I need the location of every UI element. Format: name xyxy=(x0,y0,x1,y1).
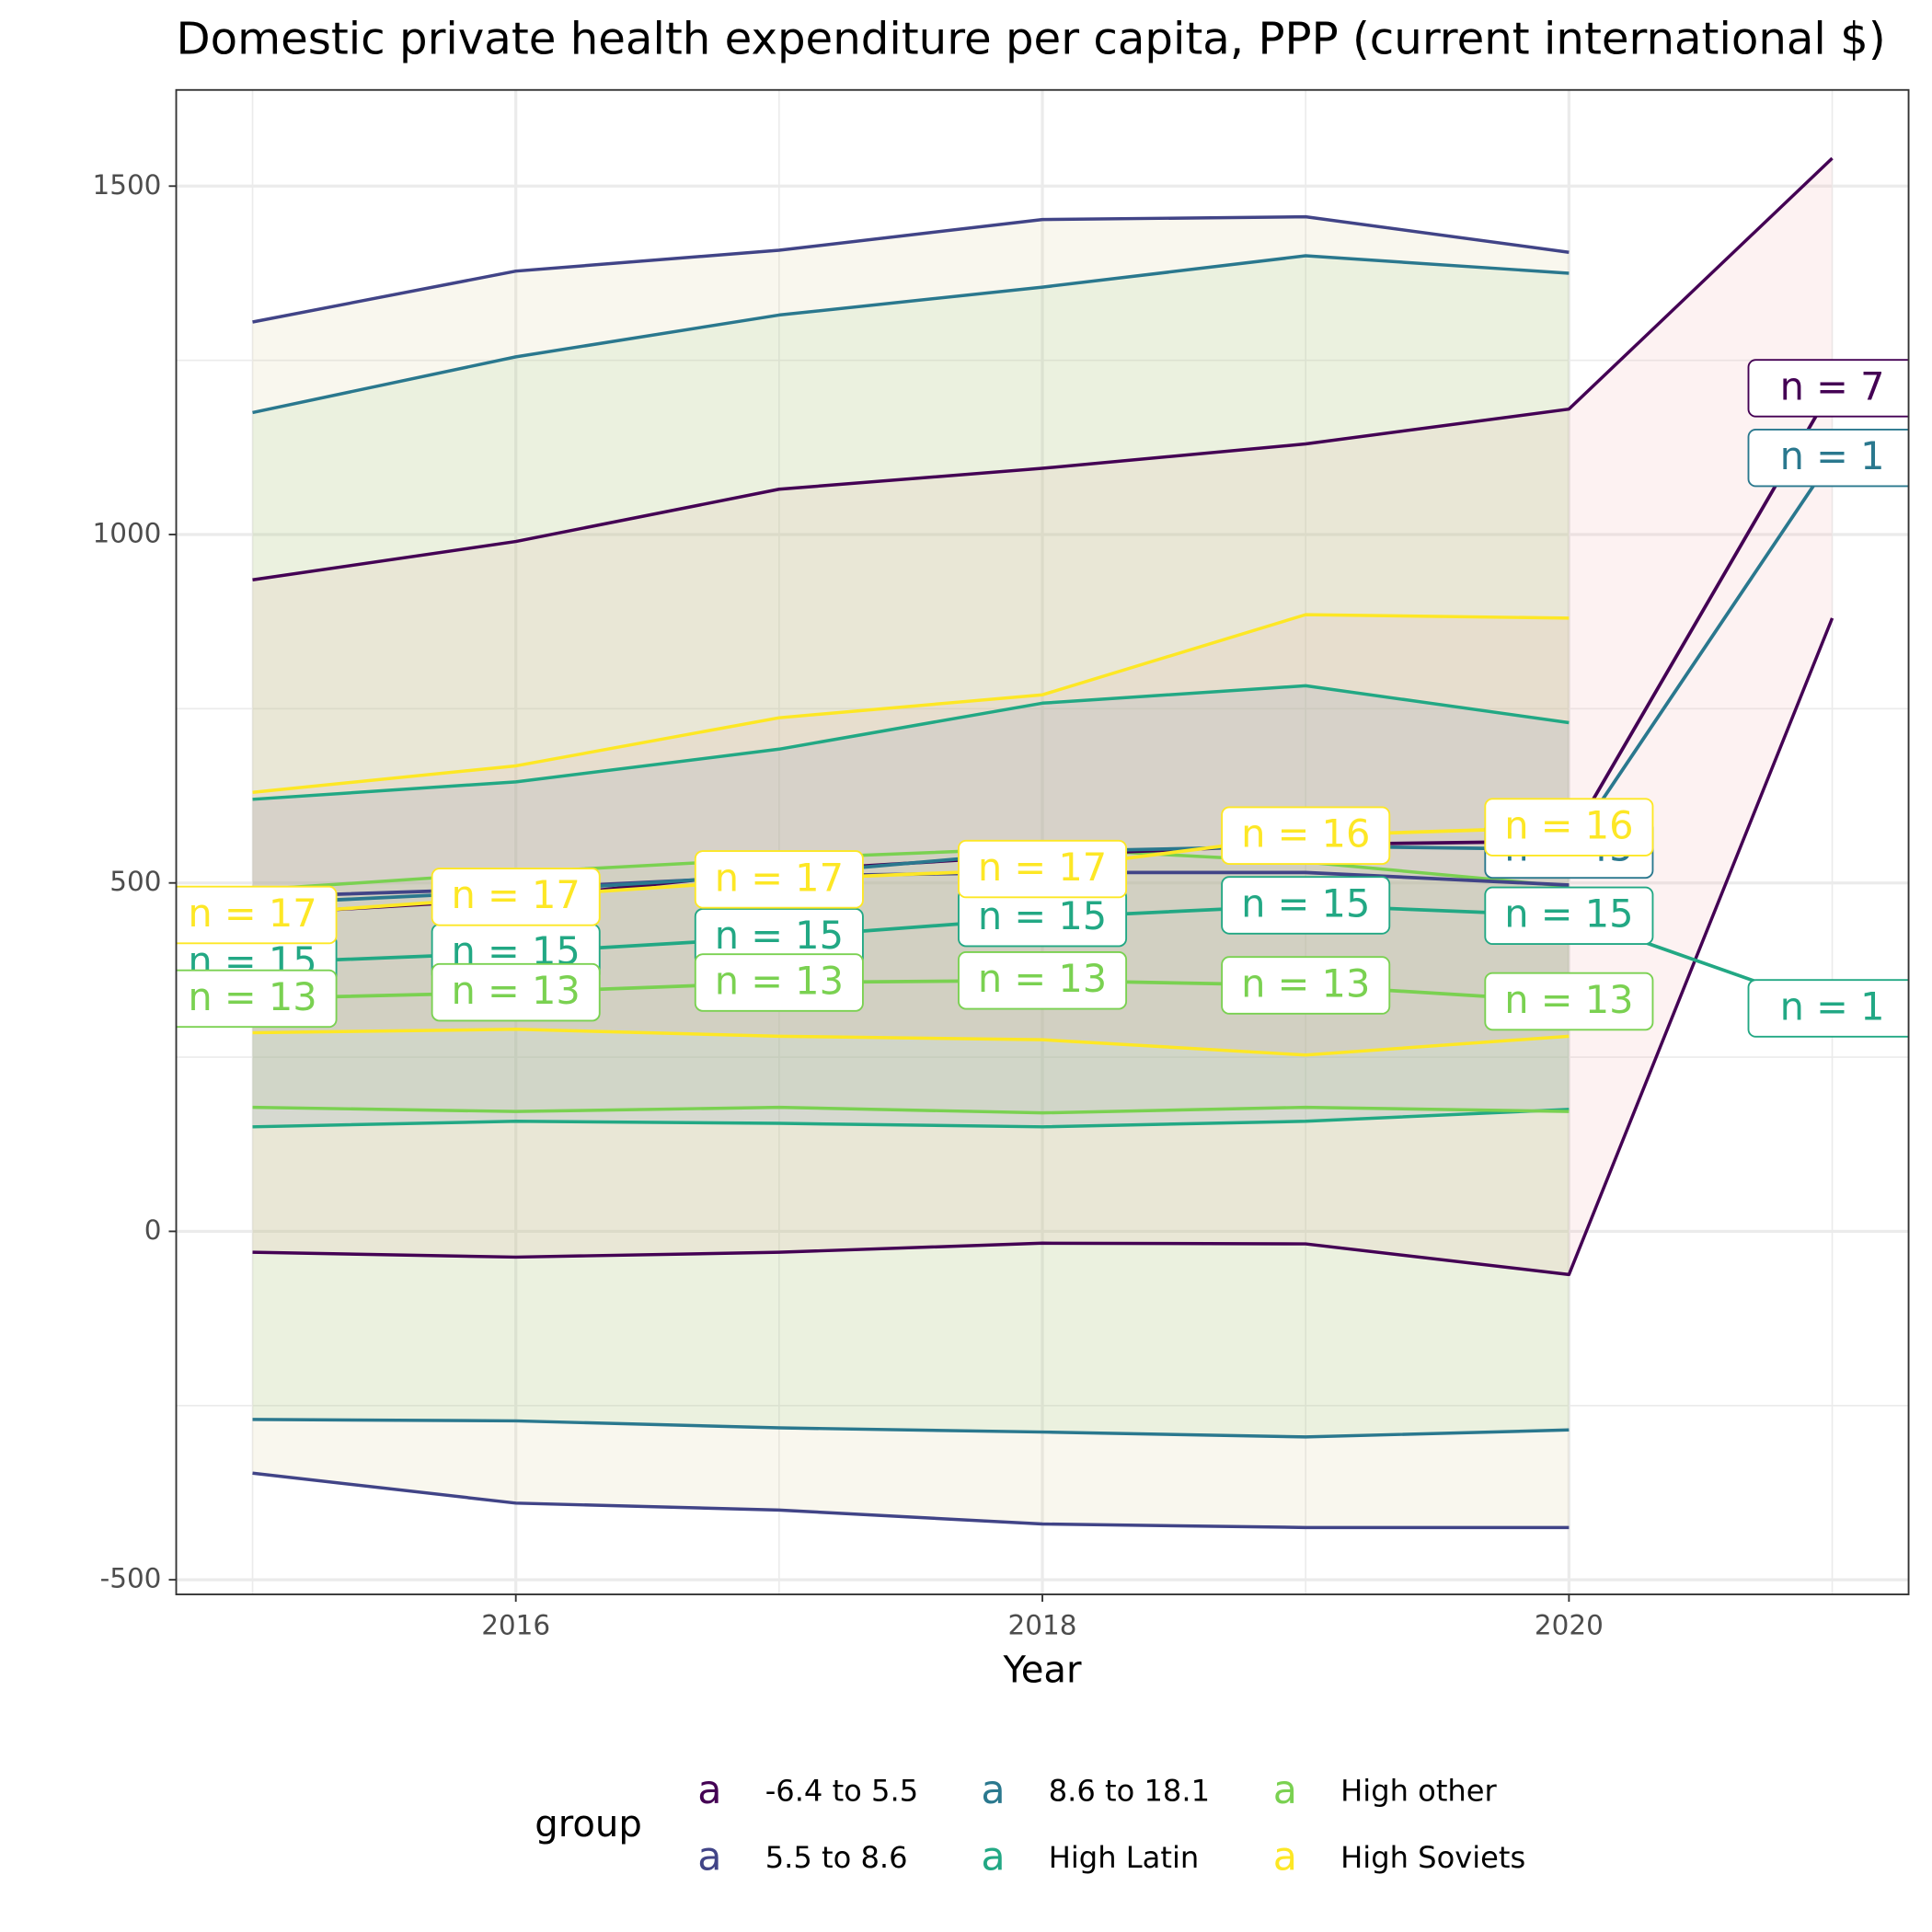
value-label-box xyxy=(431,962,601,1022)
value-label: n = 13 xyxy=(978,956,1107,1001)
legend-title: group xyxy=(535,1803,642,1846)
upper-line xyxy=(252,156,1834,581)
value-label-box xyxy=(1484,972,1654,1031)
value-label: n = 15 xyxy=(1241,880,1370,926)
value-label: n = 16 xyxy=(1241,811,1370,857)
legend-label: 8.6 to 18.1 xyxy=(1049,1774,1210,1809)
legend-label: High Latin xyxy=(1049,1840,1200,1875)
x-tick-label: 2016 xyxy=(481,1609,550,1640)
upper-line xyxy=(252,684,1570,801)
lower-line xyxy=(252,1028,1570,1057)
plot-area: n = 7n = 45n = 1n = 15n = 15n = 15n = 15… xyxy=(176,156,1909,1530)
value-label: n = 15 xyxy=(715,913,844,958)
value-label-box xyxy=(176,969,338,1029)
legend-label: High Soviets xyxy=(1340,1840,1525,1875)
lower-line xyxy=(252,1471,1570,1530)
lower-line xyxy=(252,1418,1570,1439)
upper-line xyxy=(252,254,1570,415)
value-label: n = 15 xyxy=(978,893,1107,938)
y-tick-label: 0 xyxy=(144,1214,162,1246)
value-label-box xyxy=(1484,798,1654,857)
value-label: n = 13 xyxy=(188,974,316,1019)
y-tick-label: 1500 xyxy=(92,169,161,201)
axes: -500 0 500 1000 1500 2016 2018 2020 xyxy=(92,169,1603,1641)
value-label-box xyxy=(694,850,864,909)
upper-line xyxy=(252,613,1570,794)
legend-key: a xyxy=(1273,1767,1297,1813)
upper-line xyxy=(252,214,1570,324)
legend-key: a xyxy=(697,1834,721,1880)
value-label-box xyxy=(1221,876,1391,935)
value-label: n = 13 xyxy=(1504,977,1633,1022)
ribbon xyxy=(252,216,1570,1528)
legend-label: 5.5 to 8.6 xyxy=(765,1840,908,1875)
legend-key: a xyxy=(981,1767,1005,1813)
lower-line xyxy=(252,1105,1570,1115)
value-label: n = 13 xyxy=(1241,960,1370,1006)
legend-key: a xyxy=(981,1834,1005,1880)
x-tick-label: 2020 xyxy=(1535,1609,1604,1640)
legend-label: -6.4 to 5.5 xyxy=(765,1774,918,1809)
value-label-box xyxy=(176,885,338,945)
value-label-box xyxy=(694,953,864,1012)
chart-title: Domestic private health expenditure per … xyxy=(177,14,1886,65)
legend-key: a xyxy=(1273,1834,1297,1880)
y-tick-label: 500 xyxy=(109,866,161,897)
value-label-box xyxy=(958,951,1128,1010)
x-tick-label: 2018 xyxy=(1008,1609,1077,1640)
lower-line xyxy=(252,1108,1570,1129)
x-axis-title: Year xyxy=(1003,1649,1083,1691)
value-label-box xyxy=(1747,428,1909,488)
value-label: n = 1 xyxy=(1780,983,1885,1029)
value-label-box xyxy=(1747,979,1909,1038)
value-label: n = 1 xyxy=(1780,433,1885,478)
value-label: n = 17 xyxy=(188,891,316,936)
legend-key: a xyxy=(697,1767,721,1813)
legend: group a -6.4 to 5.5 a 5.5 to 8.6 a 8.6 to 18.1… xyxy=(535,1767,1525,1880)
y-tick-label: -500 xyxy=(100,1563,162,1594)
value-label-box xyxy=(1747,359,1909,418)
value-label-box xyxy=(1221,806,1391,865)
value-label: n = 17 xyxy=(978,845,1107,890)
ribbon xyxy=(252,256,1570,1437)
value-label-box xyxy=(1221,956,1391,1015)
ribbon xyxy=(252,157,1833,1275)
value-label-box xyxy=(958,839,1128,899)
value-label: n = 7 xyxy=(1780,363,1885,408)
y-tick-label: 1000 xyxy=(92,518,161,549)
value-label: n = 13 xyxy=(715,958,844,1003)
value-label-box xyxy=(1484,886,1654,946)
value-label-box xyxy=(431,868,601,926)
value-label: n = 15 xyxy=(1504,891,1633,937)
lower-line xyxy=(252,617,1834,1277)
legend-label: High other xyxy=(1340,1774,1497,1809)
value-label: n = 13 xyxy=(452,968,581,1013)
value-label: n = 17 xyxy=(452,872,581,917)
value-label: n = 16 xyxy=(1504,802,1633,847)
value-label: n = 17 xyxy=(715,855,844,900)
